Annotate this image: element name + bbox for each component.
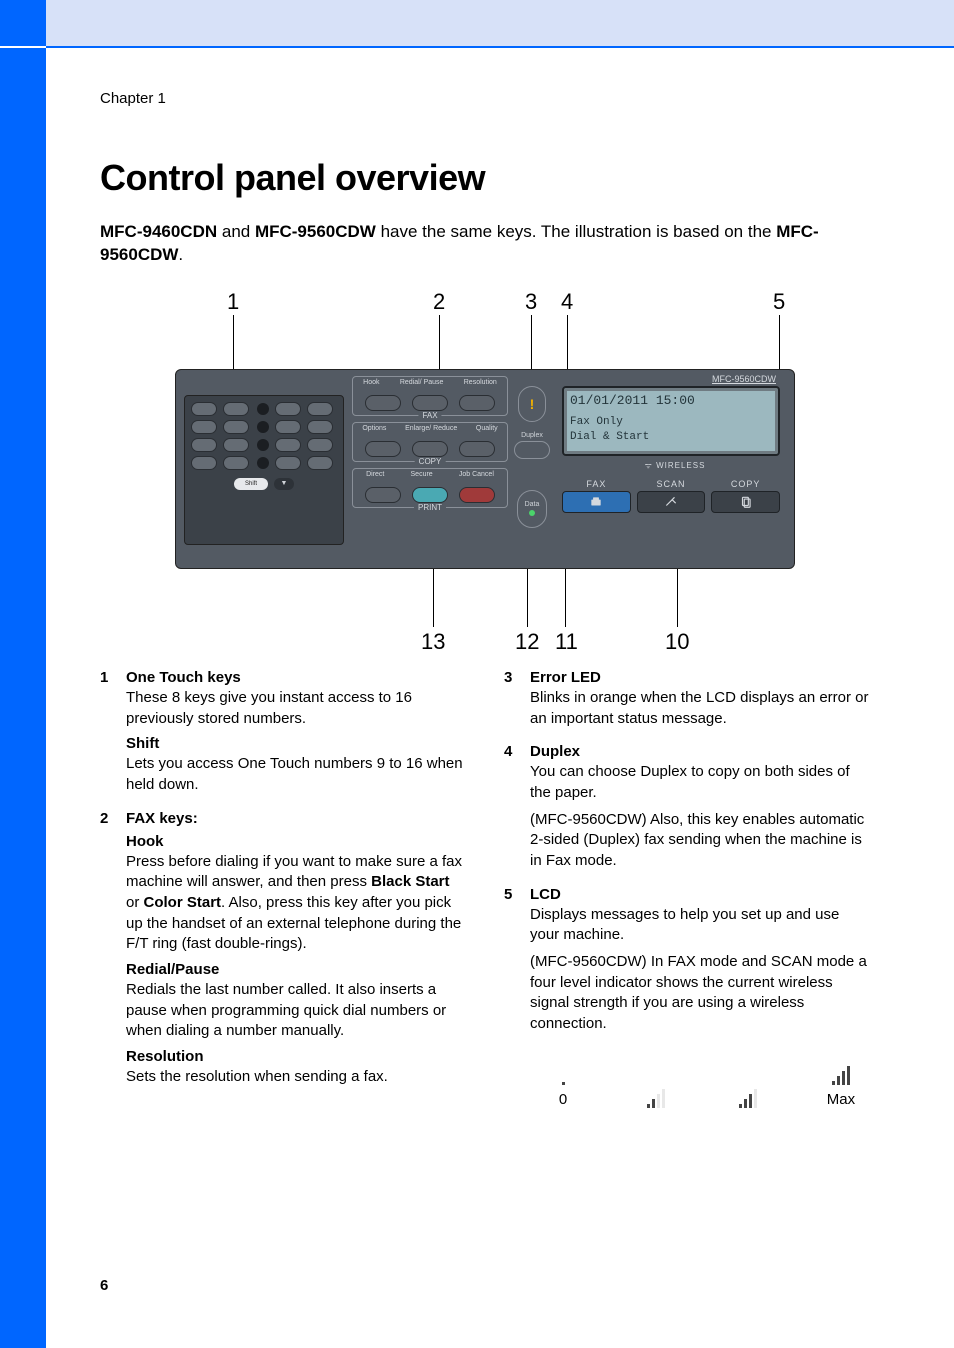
page-title: Control panel overview <box>100 157 870 199</box>
item-subtitle: Hook <box>126 833 466 850</box>
item-title: FAX keys: <box>126 810 466 827</box>
one-touch-block: Shift ▼ <box>184 395 344 545</box>
item-paragraph: Press before dialing if you want to make… <box>126 852 466 955</box>
shift-key: Shift <box>234 478 268 490</box>
signal-level-icon <box>645 1088 667 1108</box>
callout-5: 5 <box>773 289 785 315</box>
callout-12: 12 <box>515 629 539 655</box>
duplex-key: Duplex <box>512 432 552 459</box>
print-group: DirectSecureJob Cancel PRINT <box>352 468 508 508</box>
callout-10: 10 <box>665 629 689 655</box>
copy-group: OptionsEnlarge/ ReduceQuality COPY <box>352 422 508 462</box>
callout-3: 3 <box>525 289 537 315</box>
item-subtitle: Redial/Pause <box>126 961 466 978</box>
item-paragraph: Redials the last number called. It also … <box>126 980 466 1042</box>
item-number: 1 <box>100 669 126 802</box>
signal-level-icon <box>737 1088 759 1108</box>
desc-item: 2FAX keys: Hook Press before dialing if yo… <box>100 810 466 1094</box>
item-number: 3 <box>504 669 530 735</box>
item-title: Error LED <box>530 669 870 686</box>
error-led: ! <box>518 386 546 422</box>
model-a: MFC-9460CDN <box>100 222 217 241</box>
item-paragraph: These 8 keys give you instant access to … <box>126 688 466 729</box>
panel-illustration: Shift ▼ HookRedial/ PauseResolution FAX … <box>175 369 795 569</box>
desc-item: 1One Touch keys These 8 keys give you ins… <box>100 669 466 802</box>
callout-4: 4 <box>561 289 573 315</box>
signal-max-label: Max <box>827 1091 855 1108</box>
desc-item: 5LCD Displays messages to help you set up… <box>504 886 870 1041</box>
item-paragraph: Lets you access One Touch numbers 9 to 1… <box>126 754 466 795</box>
item-subtitle: Resolution <box>126 1048 466 1065</box>
desc-item: 3Error LED Blinks in orange when the LCD … <box>504 669 870 735</box>
model-b: MFC-9560CDW <box>255 222 376 241</box>
copy-mode-button: COPY <box>711 479 780 513</box>
item-paragraph: Displays messages to help you set up and… <box>530 905 870 946</box>
wireless-label: ᯤ WIRELESS <box>562 460 788 471</box>
callout-1: 1 <box>227 289 239 315</box>
item-paragraph: You can choose Duplex to copy on both si… <box>530 762 870 803</box>
chapter-label: Chapter 1 <box>100 48 870 135</box>
item-paragraph: Sets the resolution when sending a fax. <box>126 1067 466 1088</box>
signal-level-icon: 0 <box>552 1065 574 1108</box>
fax-mode-button: FAX <box>562 479 631 513</box>
intro-paragraph: MFC-9460CDN and MFC-9560CDW have the sam… <box>100 221 870 267</box>
item-title: Duplex <box>530 743 870 760</box>
callout-2: 2 <box>433 289 445 315</box>
item-title: LCD <box>530 886 870 903</box>
item-paragraph: Blinks in orange when the LCD displays a… <box>530 688 870 729</box>
callout-11: 11 <box>555 629 578 655</box>
lcd-screen: 01/01/2011 15:00 Fax Only Dial & Start <box>562 386 780 456</box>
down-key: ▼ <box>274 478 294 490</box>
item-paragraph: (MFC-9560CDW) In FAX mode and SCAN mode … <box>530 952 870 1035</box>
desc-item: 4Duplex You can choose Duplex to copy on … <box>504 743 870 877</box>
item-subtitle: Shift <box>126 735 466 752</box>
model-label: MFC-9560CDW <box>562 374 788 384</box>
item-number: 5 <box>504 886 530 1041</box>
descriptions: 1One Touch keys These 8 keys give you ins… <box>100 669 870 1108</box>
item-number: 2 <box>100 810 126 1094</box>
scan-mode-button: SCAN <box>637 479 706 513</box>
callout-13: 13 <box>421 629 445 655</box>
signal-strength-row: 0 Max <box>552 1065 852 1108</box>
signal-level-icon: Max <box>830 1065 852 1108</box>
page-number: 6 <box>100 1277 108 1294</box>
fax-group: HookRedial/ PauseResolution FAX <box>352 376 508 416</box>
item-paragraph: (MFC-9560CDW) Also, this key enables aut… <box>530 810 870 872</box>
item-title: One Touch keys <box>126 669 466 686</box>
item-number: 4 <box>504 743 530 877</box>
control-panel-diagram: 1 2 3 4 5 13 12 11 10 <box>165 289 805 649</box>
signal-min-label: 0 <box>559 1091 567 1108</box>
data-led: Data <box>512 490 552 528</box>
